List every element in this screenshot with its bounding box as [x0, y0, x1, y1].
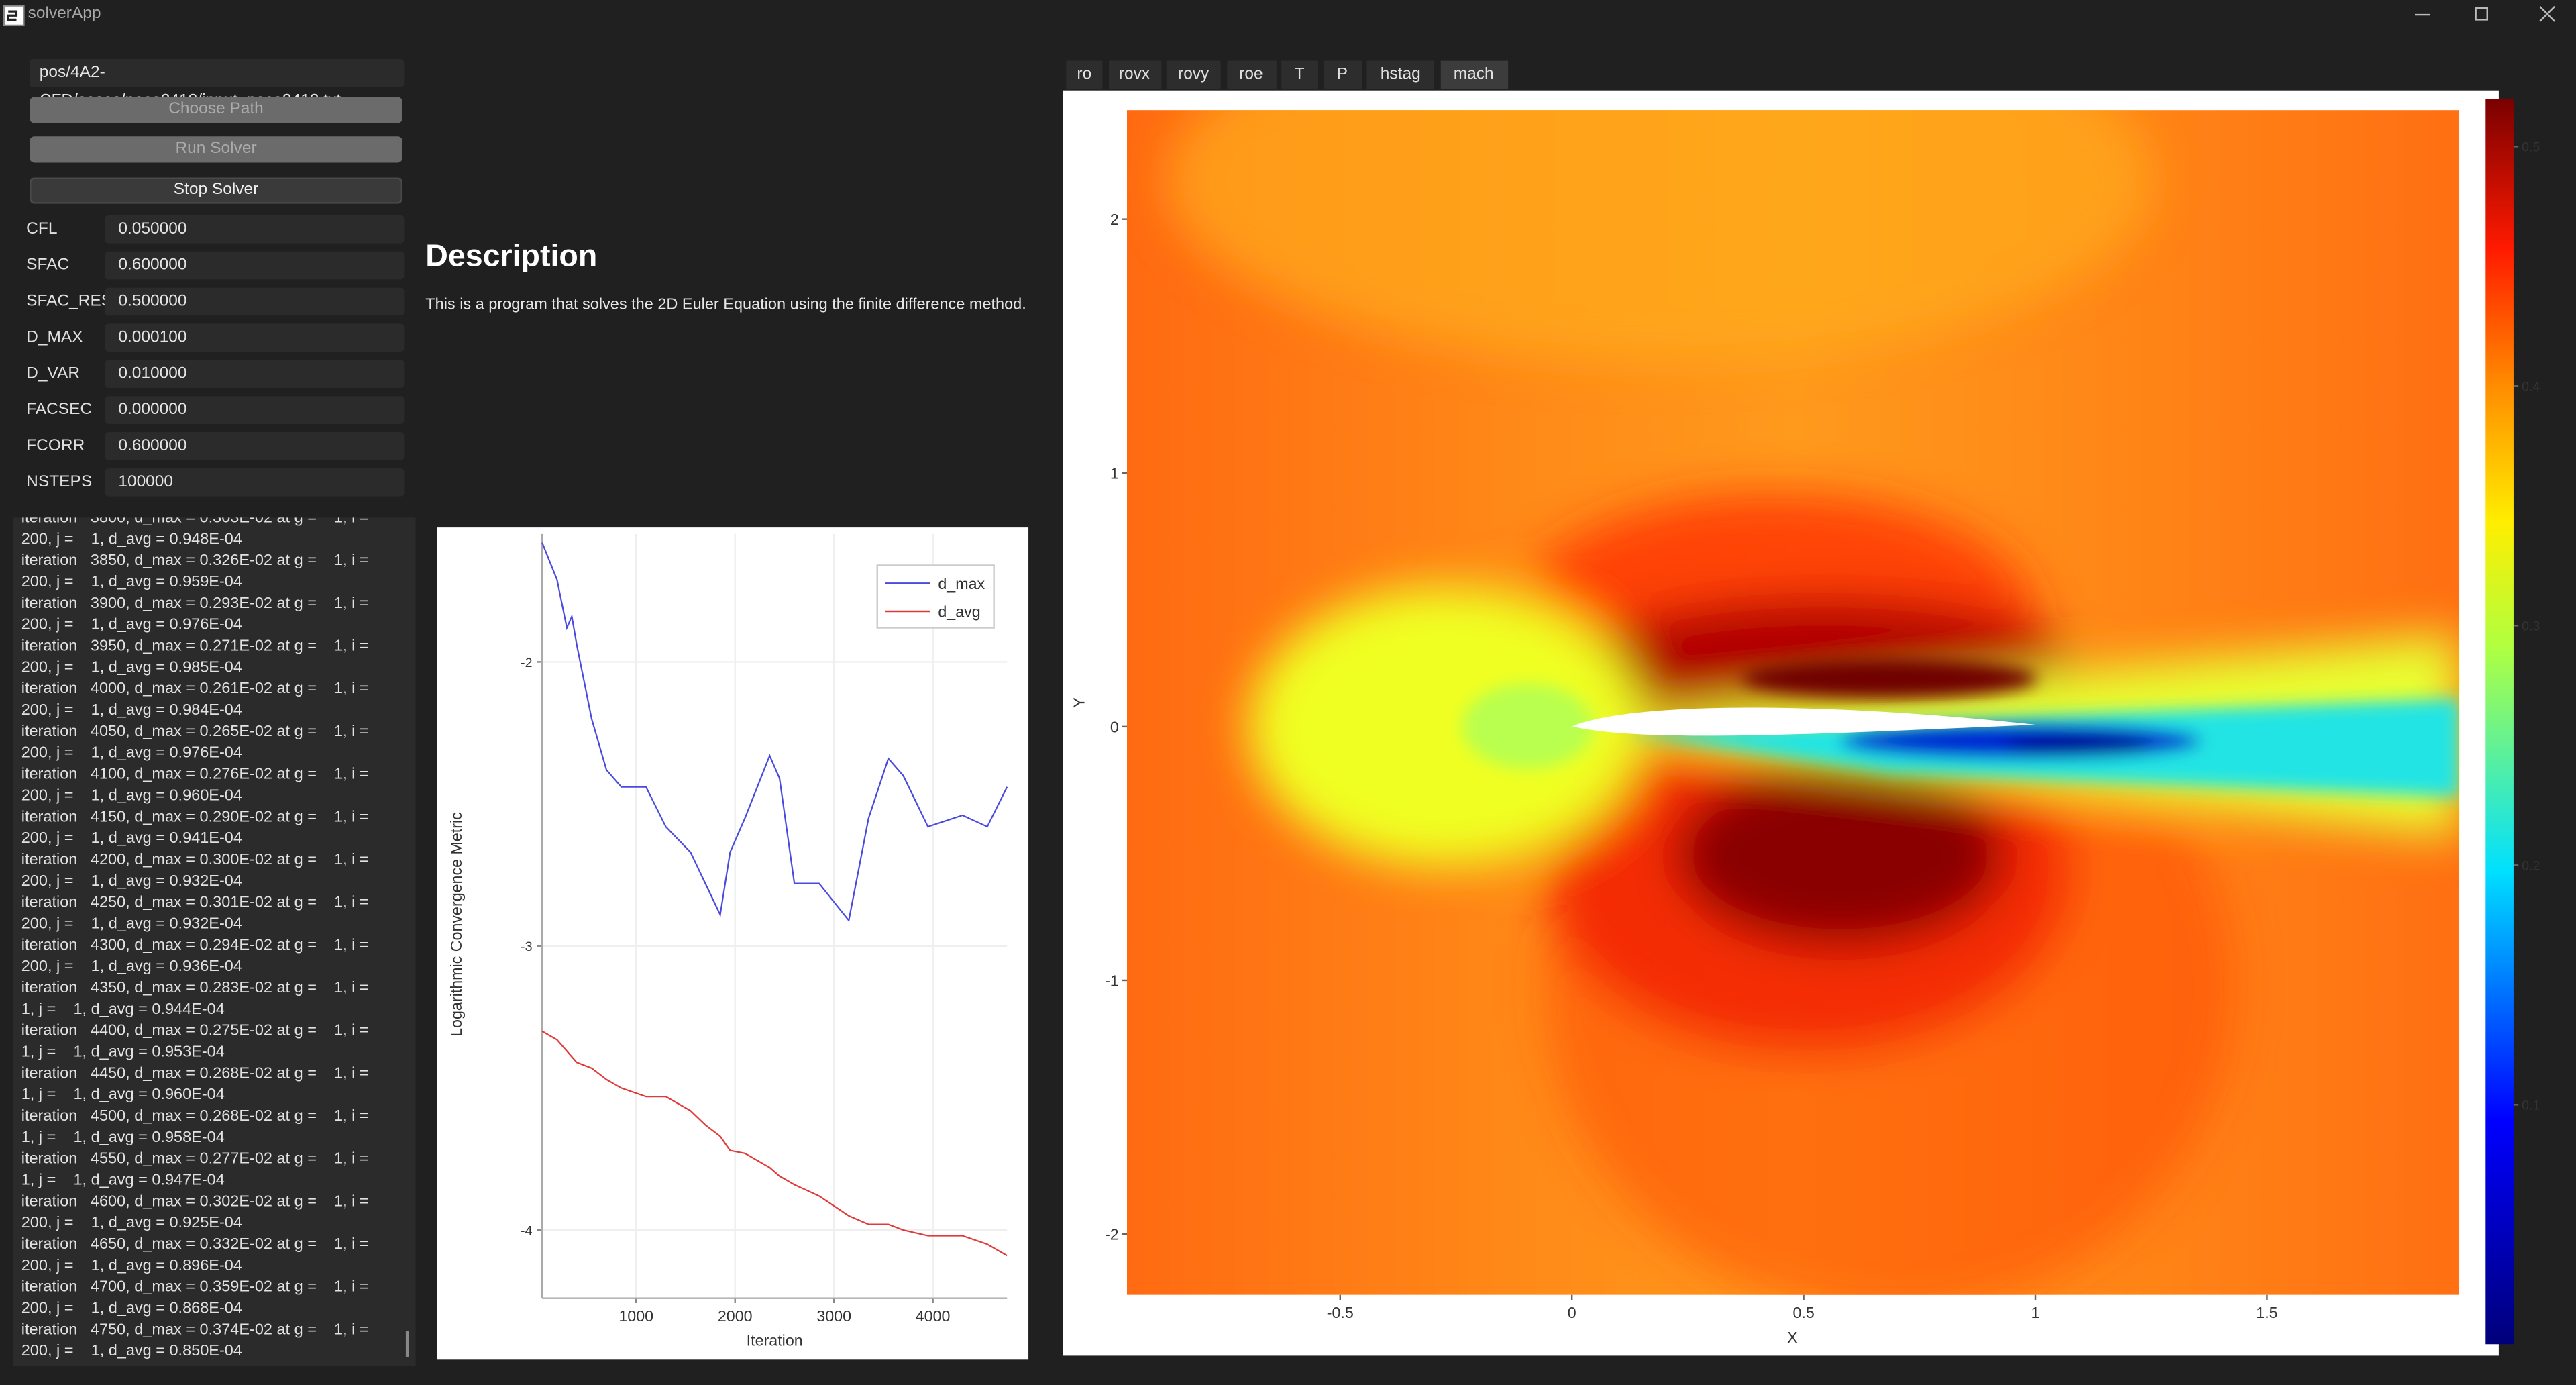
- legend-label: d_avg: [938, 603, 980, 621]
- colorbar-tick-label: 0.1: [2522, 1098, 2540, 1113]
- close-button[interactable]: [2539, 5, 2556, 22]
- log-line: iteration 4000, d_max = 0.261E-02 at g =…: [21, 680, 374, 720]
- x-tick-label: -0.5: [1327, 1304, 1354, 1321]
- y-tick-label: -1: [1105, 972, 1119, 990]
- mach-field: [1127, 110, 2460, 1295]
- tab[interactable]: hstag: [1366, 60, 1434, 89]
- log-line: iteration 4750, d_max = 0.374E-02 at g =…: [21, 1321, 374, 1361]
- y-tick-label: -2: [521, 656, 532, 670]
- log-line: iteration 4350, d_max = 0.283E-02 at g =…: [21, 979, 386, 1019]
- param-label: SFAC_RES: [26, 292, 113, 311]
- param-input[interactable]: 0.500000: [105, 287, 405, 316]
- x-tick-label: 1: [2031, 1304, 2040, 1321]
- log-line: iteration 4150, d_max = 0.290E-02 at g =…: [21, 808, 374, 848]
- x-axis-label: X: [1787, 1329, 1798, 1346]
- colorbar-tick-label: 0.3: [2522, 619, 2540, 634]
- description-title: Description: [425, 240, 598, 274]
- log-line: iteration 3900, d_max = 0.293E-02 at g =…: [21, 595, 374, 635]
- param-input[interactable]: 0.010000: [105, 360, 405, 388]
- param-label: SFAC: [26, 256, 70, 274]
- param-input[interactable]: 100000: [105, 468, 405, 497]
- tab[interactable]: T: [1281, 60, 1318, 89]
- y-axis-label: Y: [1070, 697, 1087, 708]
- choose-path-button[interactable]: Choose Path: [30, 97, 403, 123]
- param-label: D_VAR: [26, 364, 80, 383]
- log-line: iteration 3800, d_max = 0.303E-02 at g =…: [21, 517, 374, 549]
- param-input[interactable]: 0.050000: [105, 215, 405, 244]
- log-line: iteration 4400, d_max = 0.275E-02 at g =…: [21, 1022, 386, 1062]
- tab[interactable]: ro: [1066, 60, 1103, 89]
- x-axis-label: Iteration: [747, 1332, 803, 1349]
- log-line: iteration 4450, d_max = 0.268E-02 at g =…: [21, 1064, 386, 1105]
- param-input[interactable]: 0.600000: [105, 251, 405, 280]
- description-text: This is a program that solves the 2D Eul…: [425, 295, 1026, 314]
- param-input[interactable]: 0.000100: [105, 323, 405, 352]
- colorbar-tick-label: 0.5: [2522, 140, 2540, 155]
- y-tick-label: -3: [521, 939, 533, 954]
- legend-label: d_max: [938, 575, 985, 593]
- colorbar-tick-label: 0.4: [2522, 380, 2540, 395]
- log-line: iteration 4300, d_max = 0.294E-02 at g =…: [21, 936, 374, 976]
- log-panel[interactable]: iteration 3800, d_max = 0.303E-02 at g =…: [13, 517, 416, 1366]
- legend-box: [876, 564, 995, 629]
- param-input[interactable]: 0.000000: [105, 396, 405, 424]
- log-line: iteration 4500, d_max = 0.268E-02 at g =…: [21, 1107, 386, 1147]
- log-line: iteration 3850, d_max = 0.326E-02 at g =…: [21, 552, 374, 592]
- x-tick-label: 2000: [718, 1307, 753, 1325]
- y-axis-label: Logarithmic Convergence Metric: [447, 812, 465, 1037]
- window-title: solverApp: [28, 5, 101, 23]
- x-tick-label: 1.5: [2256, 1304, 2277, 1321]
- x-tick-label: 1000: [619, 1307, 653, 1325]
- x-tick-label: 4000: [916, 1307, 951, 1325]
- log-line: iteration 4550, d_max = 0.277E-02 at g =…: [21, 1150, 386, 1190]
- y-tick-label: 0: [1110, 718, 1119, 735]
- tab[interactable]: rovx: [1108, 60, 1161, 89]
- tab[interactable]: roe: [1226, 60, 1276, 89]
- tab[interactable]: P: [1323, 60, 1361, 89]
- log-line: iteration 4600, d_max = 0.302E-02 at g =…: [21, 1192, 374, 1233]
- run-solver-button[interactable]: Run Solver: [30, 136, 403, 163]
- restore-button[interactable]: [2475, 7, 2488, 21]
- tab[interactable]: mach: [1440, 60, 1507, 89]
- param-label: NSTEPS: [26, 473, 93, 492]
- y-tick-label: -2: [1105, 1226, 1119, 1243]
- y-tick-label: 2: [1110, 211, 1119, 228]
- series-line: [541, 1030, 1008, 1257]
- stop-solver-button[interactable]: Stop Solver: [30, 177, 403, 204]
- x-tick-label: 0: [1568, 1304, 1576, 1321]
- series-line: [541, 542, 1008, 923]
- param-label: D_MAX: [26, 328, 83, 347]
- log-line: iteration 4250, d_max = 0.301E-02 at g =…: [21, 894, 374, 934]
- app-icon: [3, 5, 25, 27]
- convergence-panel: [437, 527, 1029, 1360]
- log-line: iteration 4700, d_max = 0.359E-02 at g =…: [21, 1278, 374, 1319]
- x-tick-label: 0.5: [1792, 1304, 1814, 1321]
- log-line: iteration 4050, d_max = 0.265E-02 at g =…: [21, 723, 374, 763]
- y-tick-label: 1: [1110, 464, 1119, 482]
- y-tick-label: -4: [521, 1223, 533, 1238]
- log-line: iteration 4100, d_max = 0.276E-02 at g =…: [21, 766, 374, 806]
- param-label: FCORR: [26, 437, 85, 456]
- param-label: FACSEC: [26, 401, 93, 419]
- param-label: CFL: [26, 220, 58, 239]
- param-input[interactable]: 0.600000: [105, 432, 405, 460]
- x-tick-label: 3000: [816, 1307, 851, 1325]
- colorbar-tick-label: 0.2: [2522, 859, 2540, 874]
- log-line: iteration 4650, d_max = 0.332E-02 at g =…: [21, 1235, 374, 1276]
- colorbar: [2485, 98, 2514, 1345]
- log-text: iteration 3800, d_max = 0.303E-02 at g =…: [13, 517, 416, 1366]
- log-line: iteration 3950, d_max = 0.271E-02 at g =…: [21, 637, 374, 677]
- log-scrollbar[interactable]: [405, 1331, 409, 1357]
- window-controls[interactable]: [2399, 0, 2576, 30]
- tab[interactable]: rovy: [1166, 60, 1221, 89]
- log-line: iteration 4200, d_max = 0.300E-02 at g =…: [21, 851, 374, 891]
